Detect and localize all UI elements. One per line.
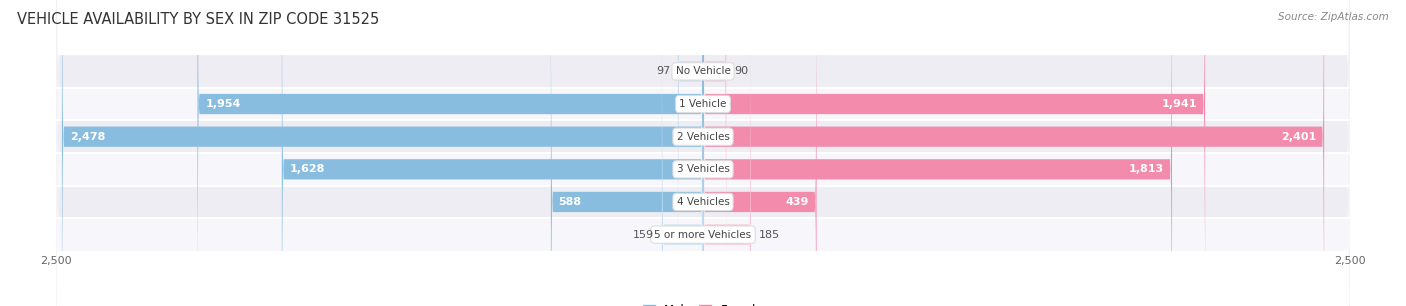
Text: VEHICLE AVAILABILITY BY SEX IN ZIP CODE 31525: VEHICLE AVAILABILITY BY SEX IN ZIP CODE …: [17, 12, 380, 27]
FancyBboxPatch shape: [56, 0, 1350, 306]
Text: 1,813: 1,813: [1129, 164, 1164, 174]
Text: No Vehicle: No Vehicle: [675, 66, 731, 76]
Text: 1 Vehicle: 1 Vehicle: [679, 99, 727, 109]
FancyBboxPatch shape: [703, 0, 1324, 306]
FancyBboxPatch shape: [56, 0, 1350, 306]
Text: 1,941: 1,941: [1161, 99, 1198, 109]
FancyBboxPatch shape: [703, 0, 1205, 306]
Text: 2,401: 2,401: [1281, 132, 1316, 142]
Text: 588: 588: [558, 197, 582, 207]
FancyBboxPatch shape: [551, 0, 703, 306]
Text: 5 or more Vehicles: 5 or more Vehicles: [654, 230, 752, 240]
FancyBboxPatch shape: [56, 0, 1350, 306]
FancyBboxPatch shape: [703, 0, 1173, 306]
Text: 90: 90: [734, 66, 748, 76]
FancyBboxPatch shape: [703, 0, 817, 306]
FancyBboxPatch shape: [197, 0, 703, 306]
Text: 2 Vehicles: 2 Vehicles: [676, 132, 730, 142]
Text: 1,628: 1,628: [290, 164, 325, 174]
FancyBboxPatch shape: [703, 0, 751, 306]
FancyBboxPatch shape: [56, 0, 1350, 306]
Text: 97: 97: [655, 66, 671, 76]
Text: 439: 439: [786, 197, 808, 207]
Text: 3 Vehicles: 3 Vehicles: [676, 164, 730, 174]
Text: Source: ZipAtlas.com: Source: ZipAtlas.com: [1278, 12, 1389, 22]
Text: 159: 159: [633, 230, 654, 240]
FancyBboxPatch shape: [62, 0, 703, 306]
Legend: Male, Female: Male, Female: [641, 302, 765, 306]
Text: 2,478: 2,478: [70, 132, 105, 142]
FancyBboxPatch shape: [281, 0, 703, 306]
FancyBboxPatch shape: [678, 0, 703, 306]
FancyBboxPatch shape: [662, 0, 703, 306]
FancyBboxPatch shape: [703, 0, 727, 306]
FancyBboxPatch shape: [56, 0, 1350, 306]
Text: 4 Vehicles: 4 Vehicles: [676, 197, 730, 207]
Text: 185: 185: [759, 230, 780, 240]
FancyBboxPatch shape: [56, 0, 1350, 306]
Text: 1,954: 1,954: [205, 99, 240, 109]
